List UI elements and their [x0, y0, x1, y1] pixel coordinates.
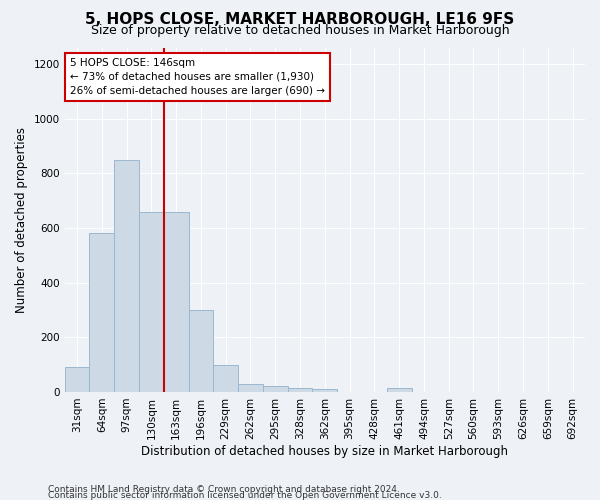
Bar: [89, 234, 114, 392]
Bar: [188, 310, 214, 392]
Text: 5 HOPS CLOSE: 146sqm
← 73% of detached houses are smaller (1,930)
26% of semi-de: 5 HOPS CLOSE: 146sqm ← 73% of detached h…: [70, 58, 325, 96]
Bar: [387, 388, 412, 392]
Y-axis label: Number of detached properties: Number of detached properties: [15, 126, 28, 312]
Text: 5, HOPS CLOSE, MARKET HARBOROUGH, LE16 9FS: 5, HOPS CLOSE, MARKET HARBOROUGH, LE16 9…: [85, 12, 515, 28]
Bar: [164, 212, 188, 392]
Bar: [238, 384, 263, 392]
Bar: [114, 160, 139, 392]
Text: Contains public sector information licensed under the Open Government Licence v3: Contains public sector information licen…: [48, 490, 442, 500]
Text: Contains HM Land Registry data © Crown copyright and database right 2024.: Contains HM Land Registry data © Crown c…: [48, 484, 400, 494]
X-axis label: Distribution of detached houses by size in Market Harborough: Distribution of detached houses by size …: [142, 444, 508, 458]
Bar: [313, 389, 337, 392]
Bar: [214, 364, 238, 392]
Bar: [139, 212, 164, 392]
Bar: [263, 386, 287, 392]
Bar: [287, 388, 313, 392]
Text: Size of property relative to detached houses in Market Harborough: Size of property relative to detached ho…: [91, 24, 509, 37]
Bar: [65, 368, 89, 392]
